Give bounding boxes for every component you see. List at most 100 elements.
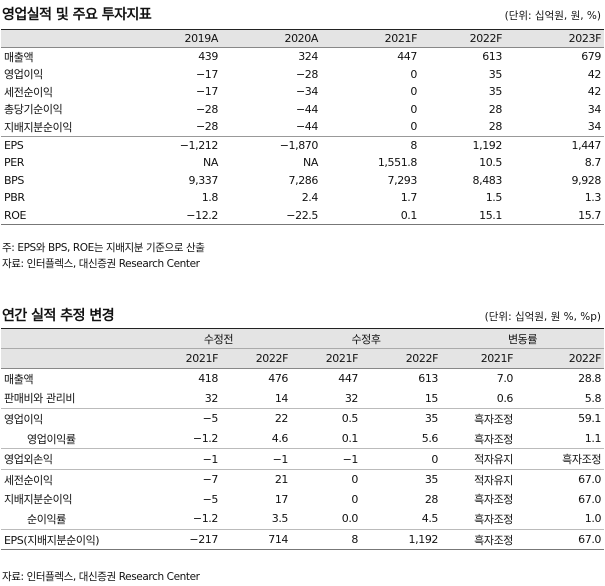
cell: 0 (361, 448, 442, 470)
row-label: 세전순이익 (1, 468, 146, 490)
cell: 14 (274, 391, 289, 405)
cell: 0.1 (341, 432, 359, 446)
column-header: 2022F (516, 348, 605, 369)
cell: 67.0 (516, 528, 605, 550)
row: EPS −1,212 −1,870 8 1,192 1,447 (1, 135, 604, 154)
table: 수정전 수정후 변동률 2021F 2022F 2021F 2022F 2021F 2022F… (1, 328, 605, 551)
row-label: 지배지분순이익 (4, 120, 73, 134)
cell: 0.1 (400, 208, 418, 222)
cell: 28 (488, 102, 503, 116)
table-title: 영업실적 및 주요 투자지표 (2, 7, 152, 23)
cell: 35 (361, 468, 442, 490)
cell: −1 (146, 448, 221, 470)
cell: −28 (195, 120, 218, 134)
cell: 8 (321, 135, 420, 154)
header-cell (1, 328, 146, 349)
cell: 32 (204, 391, 219, 405)
cell: 1.3 (584, 191, 602, 205)
row-label: EPS(지배지분순이익) (1, 528, 146, 550)
row: 순이익률 −1.2 3.5 0.0 4.5 흑자조정 1.0 (1, 509, 604, 529)
cell: 17 (274, 492, 289, 506)
cell: −12.2 (186, 208, 218, 222)
table-title: 연간 실적 추정 변경 (2, 308, 115, 324)
column-header: 2021F (291, 348, 362, 369)
row-label: BPS (4, 173, 24, 187)
cell: 3.5 (271, 512, 289, 526)
cell: 613 (482, 50, 502, 64)
cell: 21 (221, 468, 292, 490)
group-header: 변동률 (441, 328, 605, 349)
row: 영업이익 −5 22 0.5 35 흑자조정 59.1 (1, 408, 605, 429)
unit-note: (단위: 십억원, 원 %, %p) (484, 311, 601, 323)
note: 주: EPS와 BPS, ROE는 지배지분 기준으로 산출 (2, 242, 205, 254)
column-header: 2021F (321, 29, 420, 48)
cell: 32 (344, 391, 359, 405)
row-label: 매출액 (4, 50, 34, 64)
cell: 8 (291, 528, 362, 550)
cell: 8,483 (472, 173, 503, 187)
cell: 679 (581, 50, 601, 64)
row-label: 판매비와 관리비 (4, 392, 76, 406)
cell: 9,928 (571, 173, 602, 187)
cell: 42 (587, 67, 602, 81)
row: 영업이익률 −1.2 4.6 0.1 5.6 흑자조정 1.1 (1, 429, 604, 449)
group-header: 수정후 (291, 328, 442, 349)
row: EPS(지배지분순이익) −217 714 8 1,192 흑자조정 67.0 (1, 528, 605, 550)
cell: 0 (410, 85, 417, 99)
cell: 15.7 (578, 208, 601, 222)
cell: −5 (146, 408, 221, 429)
row-label: 총당기순이익 (4, 103, 63, 117)
cell: 1.0 (584, 512, 602, 526)
column-header: 2022F (361, 348, 442, 369)
cell: 적자유지 (441, 468, 517, 490)
cell: −5 (202, 492, 219, 506)
cell: 7,286 (288, 173, 319, 187)
unit-note: (단위: 십억원, 원, %) (504, 10, 601, 22)
cell: 흑자조정 (474, 512, 514, 526)
cell: 0.5 (291, 408, 362, 429)
source: 자료: 인터플렉스, 대신증권 Research Center (2, 571, 200, 583)
cell: 1,192 (361, 528, 442, 550)
row: BPS 9,337 7,286 7,293 8,483 9,928 (1, 172, 604, 190)
source: 자료: 인터플렉스, 대신증권 Research Center (2, 258, 200, 270)
cell: 8.7 (584, 156, 602, 170)
row-label: 세전순이익 (4, 85, 53, 99)
cell: 34 (587, 120, 602, 134)
cell: 28 (488, 120, 503, 134)
cell: 59.1 (516, 408, 605, 429)
cell: 흑자조정 (474, 493, 514, 507)
header-cell (1, 29, 141, 48)
cell: 34 (587, 102, 602, 116)
cell: 7,293 (387, 173, 418, 187)
cell: 42 (587, 85, 602, 99)
cell: 1.8 (201, 191, 219, 205)
column-header: 2019A (141, 29, 221, 48)
row-label: 영업이익 (4, 68, 43, 82)
row-label: ROE (4, 208, 27, 222)
header-row: 2021F 2022F 2021F 2022F 2021F 2022F (1, 348, 605, 369)
row-label: 영업이익률 (27, 432, 76, 446)
row-label: 순이익률 (27, 512, 66, 526)
cell: 0 (291, 468, 362, 490)
cell: 흑자조정 (441, 528, 517, 550)
cell: 1,192 (420, 135, 505, 154)
cell: 447 (338, 372, 359, 386)
cell: 28 (424, 492, 439, 506)
row: 영업외손익 −1 −1 −1 0 적자유지 흑자조정 (1, 448, 605, 470)
cell: 적자유지 (441, 448, 517, 470)
row: 판매비와 관리비 32 14 32 15 0.6 5.8 (1, 389, 604, 409)
table: 2019A 2020A 2021F 2022F 2023F 매출액 439 324 447 61… (1, 29, 604, 225)
cell: 흑자조정 (516, 448, 605, 470)
cell: NA (303, 156, 318, 170)
cell: −17 (195, 67, 218, 81)
cell: 476 (268, 372, 289, 386)
row: PBR 1.8 2.4 1.7 1.5 1.3 (1, 189, 604, 207)
cell: −44 (295, 102, 318, 116)
column-header: 2022F (420, 29, 505, 48)
cell: 15 (424, 391, 439, 405)
cell: NA (203, 156, 218, 170)
header-cell (1, 348, 146, 369)
cell: 5.8 (584, 391, 602, 405)
cell: 0.0 (341, 512, 359, 526)
